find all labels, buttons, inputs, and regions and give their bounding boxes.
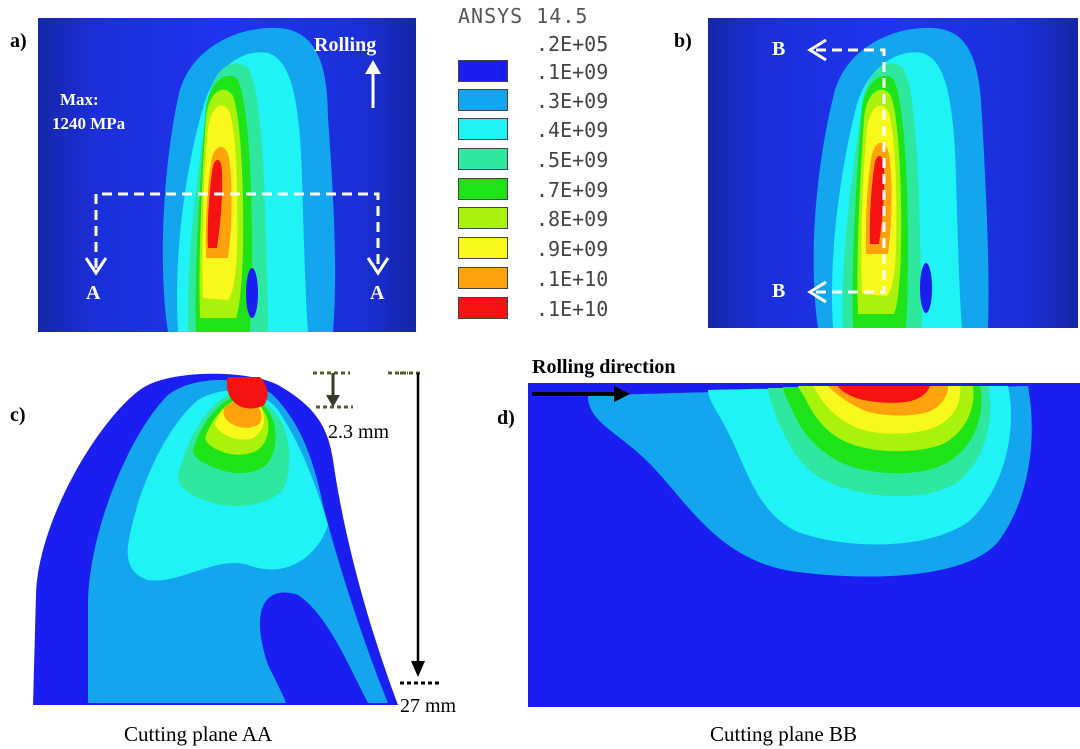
- legend-entry: .5E+09: [458, 148, 658, 178]
- legend-swatch: [458, 89, 508, 111]
- legend-top-value: .2E+05: [536, 32, 609, 56]
- legend-swatch: [458, 237, 508, 259]
- legend-swatch: [458, 297, 508, 319]
- legend-value: .3E+09: [536, 89, 609, 113]
- section-a-right-label: A: [370, 282, 385, 304]
- legend-entry: .7E+09: [458, 178, 658, 208]
- panel-c-label: c): [10, 404, 26, 426]
- rolling-direction-label: Rolling direction: [532, 356, 676, 378]
- legend-entry: .8E+09: [458, 207, 658, 237]
- section-a-left-label: A: [86, 282, 101, 304]
- legend-value: .5E+09: [536, 148, 609, 172]
- legend-entry: .3E+09: [458, 89, 658, 119]
- legend-value: .9E+09: [536, 237, 609, 261]
- legend-swatch: [458, 148, 508, 170]
- section-b-bottom-label: B: [772, 280, 786, 302]
- legend-title: ANSYS 14.5: [458, 4, 589, 28]
- depth-small-label: 2.3 mm: [328, 421, 390, 443]
- legend-value: .4E+09: [536, 118, 609, 142]
- legend-entry: .9E+09: [458, 237, 658, 267]
- panel-a-contour: [38, 18, 416, 332]
- legend-swatch: [458, 178, 508, 200]
- max-label: Max:: [60, 90, 99, 109]
- legend-swatch: [458, 118, 508, 140]
- panel-d-label: d): [497, 407, 515, 429]
- panel-b-label: b): [674, 30, 692, 52]
- legend-entry: .1E+10: [458, 267, 658, 297]
- legend: .2E+05 .1E+09 .3E+09 .4E+09 .5E+09 .7E+0…: [458, 30, 658, 340]
- panel-c-contour: [33, 371, 408, 705]
- legend-swatch: [458, 267, 508, 289]
- legend-entry: .1E+09: [458, 60, 658, 90]
- legend-value: .1E+10: [536, 267, 609, 291]
- legend-swatch: [458, 60, 508, 82]
- section-b-top-label: B: [772, 38, 786, 60]
- panel-a-label: a): [10, 30, 27, 52]
- caption-bb: Cutting plane BB: [710, 722, 857, 746]
- legend-entry: .1E+10: [458, 297, 658, 327]
- rolling-label: Rolling: [314, 34, 377, 56]
- legend-value: .7E+09: [536, 178, 609, 202]
- legend-value: .1E+09: [536, 60, 609, 84]
- legend-swatch: [458, 207, 508, 229]
- panel-d-contour: [528, 383, 1080, 707]
- legend-value: .8E+09: [536, 207, 609, 231]
- max-value: 1240 MPa: [52, 114, 126, 133]
- legend-value: .1E+10: [536, 297, 609, 321]
- caption-aa: Cutting plane AA: [124, 722, 273, 746]
- depth-large-label: 27 mm: [400, 695, 457, 717]
- panel-b-contour: [708, 18, 1078, 328]
- legend-entry: .4E+09: [458, 118, 658, 148]
- depth-dimension-arrow: [388, 371, 440, 685]
